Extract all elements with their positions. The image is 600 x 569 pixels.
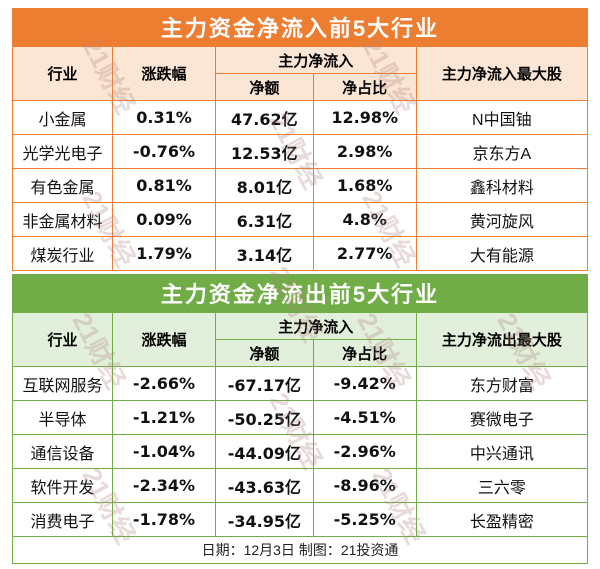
net-amount-cell: -43.63亿 (214, 468, 314, 503)
net-ratio-cell: 12.98% (312, 100, 417, 135)
table-row: 非金属材料 0.09% 6.31亿 4.8% 黄河旋风 (11, 202, 589, 237)
top-stock-cell: 东方财富 (415, 366, 589, 401)
inflow-table: 行业 涨跌幅 主力净流入 主力净流入最大股 净额 净占比 小金属 0.31% 4… (11, 46, 589, 271)
footer-note: 日期：12月3日 制图：21投资通 (12, 536, 588, 564)
net-amount-cell: 8.01亿 (214, 168, 314, 203)
net-amount-cell: -34.95亿 (214, 502, 314, 537)
col-header-industry: 行业 (11, 46, 114, 101)
net-amount-cell: -44.09亿 (214, 434, 314, 469)
industry-cell: 小金属 (11, 100, 114, 135)
col-header-net-inflow-group: 主力净流入 (214, 312, 417, 340)
outflow-header-row-1: 行业 涨跌幅 主力净流入 主力净流出最大股 (11, 312, 589, 367)
inflow-header-row-1: 行业 涨跌幅 主力净流入 主力净流入最大股 (11, 46, 589, 101)
inflow-header-row-2: 净额 净占比 (13, 73, 588, 101)
table-row: 互联网服务 -2.66% -67.17亿 -9.42% 东方财富 (11, 366, 589, 401)
outflow-section-title: 主力资金净流出前5大行业 (12, 274, 588, 312)
industry-cell: 非金属材料 (11, 202, 114, 237)
net-amount-cell: 6.31亿 (214, 202, 314, 237)
table-row: 通信设备 -1.04% -44.09亿 -2.96% 中兴通讯 (11, 434, 589, 469)
top-stock-cell: 鑫科材料 (415, 168, 589, 203)
change-cell: -1.21% (112, 400, 216, 435)
industry-cell: 软件开发 (11, 468, 114, 503)
change-cell: -2.66% (112, 366, 216, 401)
net-ratio-cell: -2.96% (312, 434, 417, 469)
table-row: 小金属 0.31% 47.62亿 12.98% N中国铀 (11, 100, 589, 135)
top-stock-cell: N中国铀 (415, 100, 589, 135)
net-ratio-cell: -8.96% (312, 468, 417, 503)
industry-cell: 有色金属 (11, 168, 114, 203)
net-amount-cell: -50.25亿 (214, 400, 314, 435)
net-ratio-cell: 2.98% (312, 134, 417, 169)
change-cell: 0.81% (112, 168, 216, 203)
col-header-net-inflow-group: 主力净流入 (214, 46, 417, 74)
col-header-net-ratio: 净占比 (312, 73, 417, 101)
net-amount-cell: 47.62亿 (214, 100, 314, 135)
change-cell: -1.04% (112, 434, 216, 469)
net-amount-cell: 12.53亿 (214, 134, 314, 169)
industry-cell: 互联网服务 (11, 366, 114, 401)
industry-cell: 通信设备 (11, 434, 114, 469)
net-ratio-cell: -9.42% (312, 366, 417, 401)
col-header-change: 涨跌幅 (112, 312, 216, 367)
col-header-net-ratio: 净占比 (312, 339, 417, 367)
col-header-net-amount: 净额 (214, 339, 314, 367)
industry-cell: 消费电子 (11, 502, 114, 537)
change-cell: 0.09% (112, 202, 216, 237)
change-cell: -0.76% (112, 134, 216, 169)
top-stock-cell: 赛微电子 (415, 400, 589, 435)
table-row: 软件开发 -2.34% -43.63亿 -8.96% 三六零 (11, 468, 589, 503)
table-row: 光学光电子 -0.76% 12.53亿 2.98% 京东方A (11, 134, 589, 169)
industry-cell: 煤炭行业 (11, 236, 114, 271)
net-amount-cell: 3.14亿 (214, 236, 314, 271)
net-amount-cell: -67.17亿 (214, 366, 314, 401)
table-row: 消费电子 -1.78% -34.95亿 -5.25% 长盈精密 (11, 502, 589, 537)
table-row: 煤炭行业 1.79% 3.14亿 2.77% 大有能源 (11, 236, 589, 271)
net-ratio-cell: 4.8% (312, 202, 417, 237)
footer-row: 日期：12月3日 制图：21投资通 (12, 536, 588, 564)
inflow-section-title: 主力资金净流入前5大行业 (12, 8, 588, 46)
net-ratio-cell: -4.51% (312, 400, 417, 435)
top-stock-cell: 黄河旋风 (415, 202, 589, 237)
change-cell: -2.34% (112, 468, 216, 503)
table-row: 有色金属 0.81% 8.01亿 1.68% 鑫科材料 (11, 168, 589, 203)
col-header-top-stock: 主力净流入最大股 (415, 46, 589, 101)
change-cell: -1.78% (112, 502, 216, 537)
industry-cell: 半导体 (11, 400, 114, 435)
table-row: 半导体 -1.21% -50.25亿 -4.51% 赛微电子 (11, 400, 589, 435)
top-stock-cell: 长盈精密 (415, 502, 589, 537)
net-ratio-cell: 2.77% (312, 236, 417, 271)
col-header-industry: 行业 (11, 312, 114, 367)
col-header-top-stock: 主力净流出最大股 (415, 312, 589, 367)
top-stock-cell: 大有能源 (415, 236, 589, 271)
outflow-table: 行业 涨跌幅 主力净流入 主力净流出最大股 净额 净占比 互联网服务 -2.66… (11, 312, 589, 564)
net-ratio-cell: -5.25% (312, 502, 417, 537)
top-stock-cell: 京东方A (415, 134, 589, 169)
col-header-change: 涨跌幅 (112, 46, 216, 101)
top-stock-cell: 三六零 (415, 468, 589, 503)
col-header-net-amount: 净额 (214, 73, 314, 101)
net-ratio-cell: 1.68% (312, 168, 417, 203)
change-cell: 1.79% (112, 236, 216, 271)
top-stock-cell: 中兴通讯 (415, 434, 589, 469)
change-cell: 0.31% (112, 100, 216, 135)
industry-cell: 光学光电子 (11, 134, 114, 169)
